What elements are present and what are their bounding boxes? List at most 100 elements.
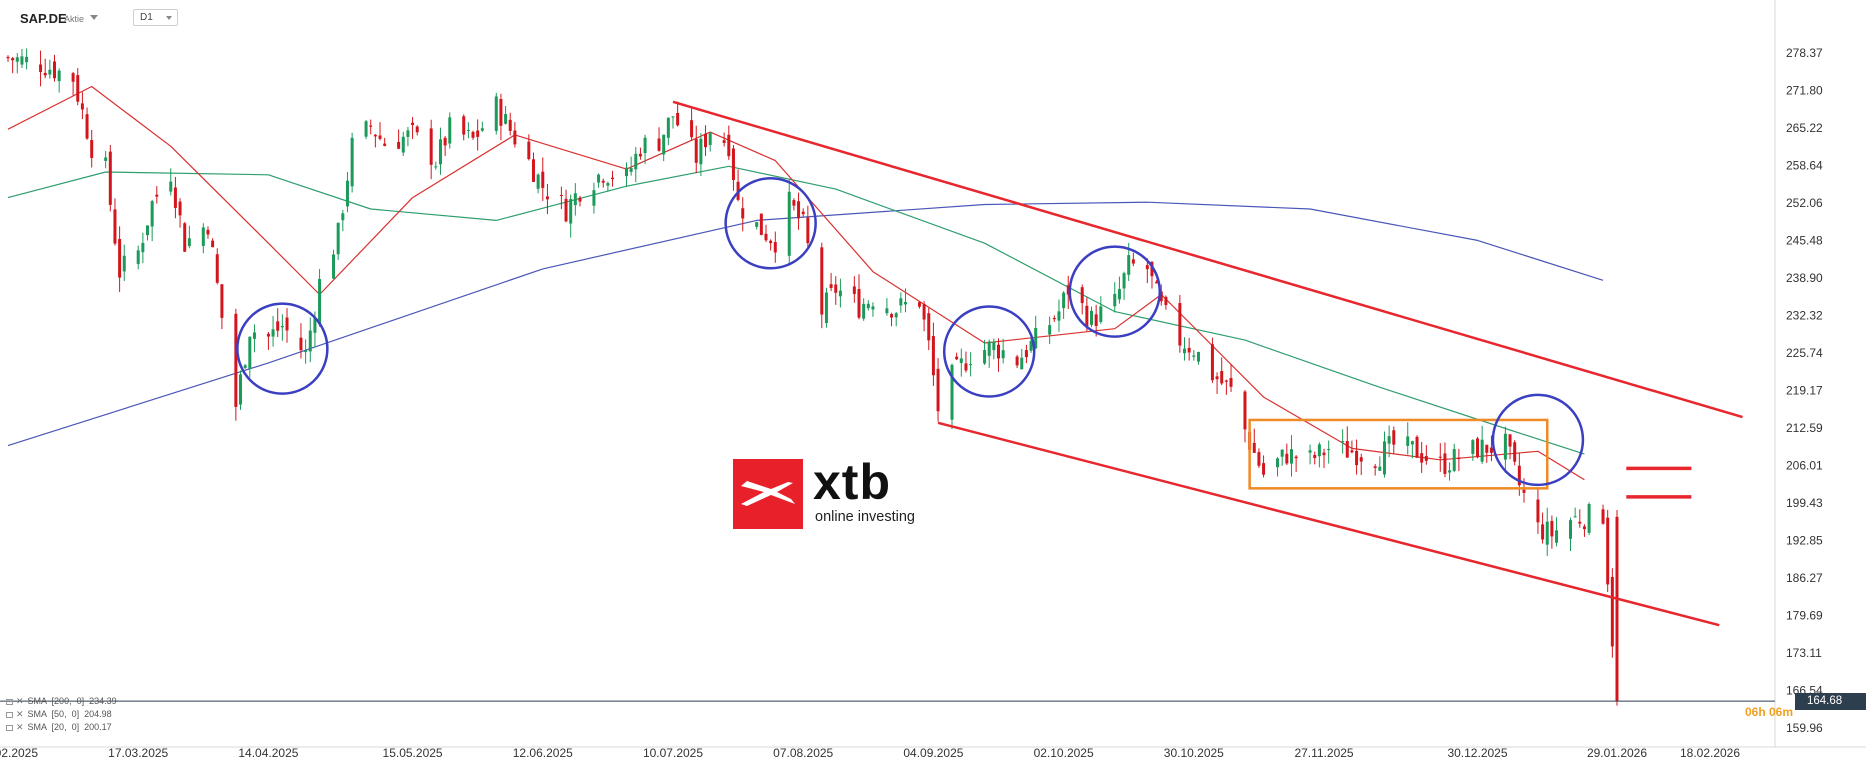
candle xyxy=(285,308,289,343)
candle xyxy=(443,135,447,156)
candle-body xyxy=(606,183,610,186)
candle xyxy=(955,352,959,361)
candle xyxy=(476,119,480,151)
candle xyxy=(1345,426,1349,458)
candle xyxy=(57,68,61,93)
candle xyxy=(1001,338,1005,364)
candle-body xyxy=(494,96,498,131)
candle xyxy=(1313,451,1317,465)
candle xyxy=(1606,509,1610,593)
candle xyxy=(694,125,698,174)
candle-body xyxy=(838,290,842,297)
close-icon[interactable]: ✕ xyxy=(16,709,24,719)
candle-body xyxy=(1285,453,1289,464)
candle xyxy=(1029,337,1033,353)
y-tick-label: 219.17 xyxy=(1786,383,1823,397)
candle-body xyxy=(1215,376,1219,380)
candle xyxy=(917,301,921,309)
candle-body xyxy=(1606,517,1610,585)
candle-body xyxy=(1578,521,1582,524)
settings-icon[interactable] xyxy=(6,698,13,705)
candle xyxy=(350,132,354,193)
candle-body xyxy=(150,201,154,227)
candle xyxy=(1387,425,1391,458)
candle-body xyxy=(183,223,187,252)
candle-body xyxy=(559,195,563,197)
indicator-sma20[interactable]: ✕ SMA [20, 0] 200.17 xyxy=(6,721,117,734)
candle xyxy=(136,245,140,270)
y-tick-label: 199.43 xyxy=(1786,496,1823,510)
candle xyxy=(1508,434,1512,460)
candle-body xyxy=(1420,453,1424,463)
candle xyxy=(792,198,796,211)
candle-body xyxy=(597,174,601,183)
settings-icon[interactable] xyxy=(6,711,13,718)
candle-body xyxy=(1410,441,1414,445)
symbol-label[interactable]: SAP.DE xyxy=(20,11,67,26)
indicator-sma50[interactable]: ✕ SMA [50, 0] 204.98 xyxy=(6,708,117,721)
candle-body xyxy=(1020,357,1024,370)
candle xyxy=(829,272,833,292)
candle-body xyxy=(211,240,215,248)
sma50-line xyxy=(7,165,1585,455)
candle xyxy=(85,107,89,140)
candle xyxy=(634,146,638,183)
candle xyxy=(90,129,94,168)
candle xyxy=(1541,512,1545,544)
candle xyxy=(1252,428,1256,453)
timeframe-select[interactable]: D1 xyxy=(133,9,178,26)
settings-icon[interactable] xyxy=(6,724,13,731)
candle-body xyxy=(411,122,415,125)
candle-body xyxy=(1610,576,1614,647)
candle xyxy=(759,213,763,236)
candle-body xyxy=(885,308,889,314)
candle xyxy=(871,302,875,317)
candle-body xyxy=(438,139,442,165)
x-tick-label: 15.05.2025 xyxy=(383,746,443,760)
candle-body xyxy=(1475,438,1479,458)
candle xyxy=(1452,443,1456,473)
candle xyxy=(1327,440,1331,464)
candle xyxy=(857,274,861,320)
y-tick-label: 271.80 xyxy=(1786,83,1823,97)
indicator-legend: ✕ SMA [200, 0] 234.39 ✕ SMA [50, 0] 204.… xyxy=(6,695,117,734)
candle xyxy=(866,300,870,311)
candle xyxy=(108,144,112,212)
candle-body xyxy=(108,151,112,205)
candle xyxy=(629,156,633,176)
candle-body xyxy=(43,72,47,76)
candle xyxy=(531,152,535,182)
candle-body xyxy=(285,317,289,331)
candle xyxy=(601,178,605,188)
candle xyxy=(838,278,842,308)
candle-body xyxy=(169,181,173,192)
candle xyxy=(183,222,187,253)
candle xyxy=(1322,448,1326,468)
candle xyxy=(1020,348,1024,370)
chart-toolbar: SAP.DE Aktie D1 xyxy=(0,0,260,36)
symbol-dropdown-icon[interactable] xyxy=(90,15,98,20)
candle-body xyxy=(350,137,354,187)
candle-body xyxy=(1443,453,1447,474)
candle-body xyxy=(1327,449,1331,451)
candle-body xyxy=(801,211,805,215)
candle xyxy=(53,54,57,82)
close-icon[interactable]: ✕ xyxy=(16,696,24,706)
candle-body xyxy=(1280,449,1284,457)
candle xyxy=(769,239,773,251)
candle-body xyxy=(364,121,368,137)
candle-body xyxy=(857,288,861,318)
candle-body xyxy=(1341,441,1345,443)
candle-body xyxy=(397,141,401,149)
candle-body xyxy=(271,329,275,337)
candle-body xyxy=(266,333,270,337)
indicator-sma200[interactable]: ✕ SMA [200, 0] 234.39 xyxy=(6,695,117,708)
xtb-logo: xtb online investing xyxy=(733,454,918,529)
close-icon[interactable]: ✕ xyxy=(16,722,24,732)
x-tick-label: 02.10.2025 xyxy=(1034,746,1094,760)
candle-body xyxy=(592,190,596,206)
candle-body xyxy=(429,128,433,165)
candle xyxy=(624,162,628,188)
candle-body xyxy=(1378,466,1382,471)
